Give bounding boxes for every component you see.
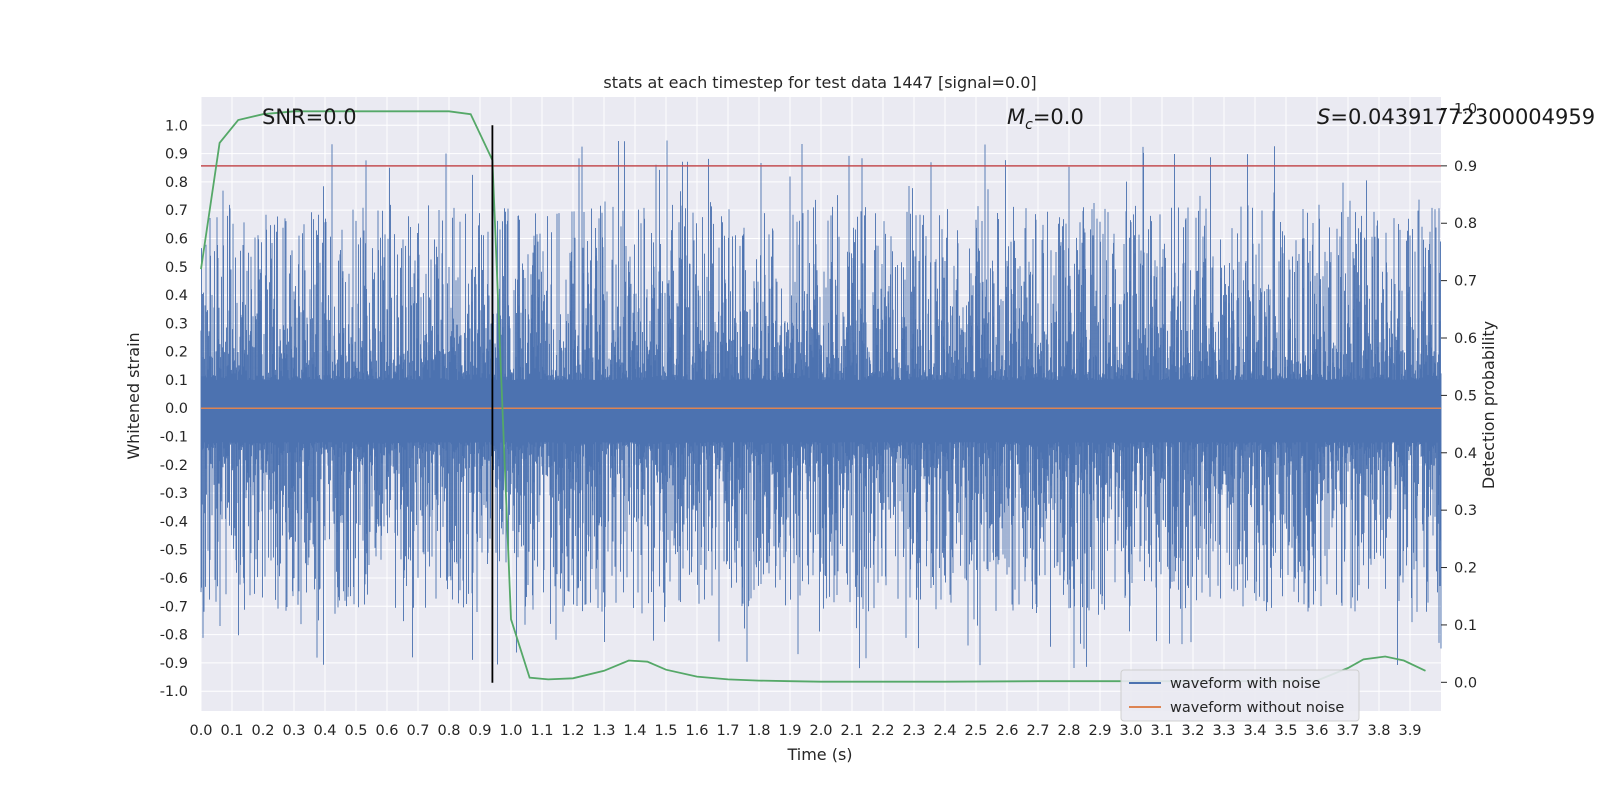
legend-label-waveform-with-noise: waveform with noise — [1170, 676, 1321, 692]
y-axis-label-right: Detection probability — [1479, 321, 1498, 489]
x-tick-label: 1.5 — [654, 723, 677, 739]
y-tick-label-right: 1.0 — [1454, 101, 1477, 117]
y-tick-label-left: 0.5 — [165, 260, 188, 276]
x-tick-label: 3.5 — [1274, 723, 1297, 739]
y-tick-label-left: 0.8 — [165, 175, 188, 191]
y-axis-label-left: Whitened strain — [124, 332, 143, 459]
score-symbol: S — [1317, 105, 1330, 129]
x-tick-label: 3.3 — [1212, 723, 1235, 739]
x-tick-label: 3.9 — [1398, 723, 1421, 739]
x-tick-label: 2.9 — [1088, 723, 1111, 739]
x-tick-label: 0.5 — [344, 723, 367, 739]
y-tick-label-right: 0.0 — [1454, 675, 1477, 691]
y-ticks-right: 1.0 0.9 0.8 0.7 0.6 0.5 0.4 0.3 0.2 0.1 0.0 — [1441, 101, 1477, 691]
score-annotation: S=0.04391772300004959 — [1317, 105, 1595, 129]
x-tick-label: 3.0 — [1119, 723, 1142, 739]
legend-label-waveform-without-noise: waveform without noise — [1170, 700, 1344, 716]
x-tick-label: 1.1 — [530, 723, 553, 739]
x-tick-label: 2.4 — [933, 723, 956, 739]
y-tick-label-left: -0.2 — [160, 458, 188, 474]
chirp-mass-annotation: Mc=0.0 — [1007, 105, 1084, 133]
x-tick-label: 3.8 — [1367, 723, 1390, 739]
x-tick-label: 2.1 — [840, 723, 863, 739]
x-tick-label: 3.4 — [1243, 723, 1266, 739]
x-tick-label: 2.5 — [964, 723, 987, 739]
score-value: =0.04391772300004959 — [1330, 105, 1595, 129]
y-tick-label-right: 0.3 — [1454, 503, 1477, 519]
waveform-noise-trace — [200, 140, 1442, 669]
x-tick-label: 0.9 — [468, 723, 491, 739]
x-tick-label: 1.2 — [561, 723, 584, 739]
y-tick-label-right: 0.4 — [1454, 446, 1477, 462]
y-tick-label-right: 0.5 — [1454, 388, 1477, 404]
y-tick-label-left: 0.3 — [165, 316, 188, 332]
series-waveform-with-noise — [200, 140, 1442, 669]
y-tick-label-left: 0.2 — [165, 345, 188, 361]
x-tick-label: 0.6 — [375, 723, 398, 739]
x-tick-label: 0.7 — [406, 723, 429, 739]
x-tick-label: 2.0 — [809, 723, 832, 739]
y-tick-label-right: 0.7 — [1454, 274, 1477, 290]
x-tick-label: 1.3 — [592, 723, 615, 739]
x-tick-label: 2.3 — [902, 723, 925, 739]
y-tick-label-left: 0.1 — [165, 373, 188, 389]
y-tick-label-left: -0.5 — [160, 543, 188, 559]
y-tick-label-left: -0.9 — [160, 656, 188, 672]
y-tick-label-left: 1.0 — [165, 118, 188, 134]
chirp-mass-value: =0.0 — [1033, 105, 1084, 129]
x-tick-label: 2.7 — [1026, 723, 1049, 739]
x-tick-label: 0.1 — [220, 723, 243, 739]
legend-box — [1120, 669, 1360, 722]
y-tick-label-right: 0.9 — [1454, 159, 1477, 175]
y-tick-label-right: 0.8 — [1454, 216, 1477, 232]
x-tick-label: 1.8 — [747, 723, 770, 739]
x-tick-label: 1.9 — [778, 723, 801, 739]
x-ticks: 0.0 0.1 0.2 0.3 0.4 0.5 0.6 0.7 0.8 0.9 1.0 1.1 1.2 1… — [189, 723, 1421, 739]
x-tick-label: 1.6 — [685, 723, 708, 739]
x-tick-label: 2.2 — [871, 723, 894, 739]
x-tick-label: 0.4 — [313, 723, 336, 739]
x-tick-label: 1.7 — [716, 723, 739, 739]
x-tick-label: 1.0 — [499, 723, 522, 739]
x-tick-label: 1.4 — [623, 723, 646, 739]
snr-annotation: SNR=0.0 — [262, 105, 357, 129]
y-tick-label-left: 0.0 — [165, 401, 188, 417]
y-tick-label-right: 0.1 — [1454, 618, 1477, 634]
y-tick-label-left: 0.9 — [165, 147, 188, 163]
legend: waveform with noise waveform without noi… — [1120, 669, 1360, 722]
y-tick-label-left: -1.0 — [160, 684, 188, 700]
x-tick-label: 3.1 — [1150, 723, 1173, 739]
x-tick-label: 2.8 — [1057, 723, 1080, 739]
x-tick-label: 0.2 — [251, 723, 274, 739]
chirp-mass-symbol: M — [1007, 105, 1025, 129]
chirp-mass-subscript: c — [1025, 117, 1033, 133]
y-tick-label-right: 0.2 — [1454, 561, 1477, 577]
x-tick-label: 3.6 — [1305, 723, 1328, 739]
y-tick-label-left: -0.4 — [160, 514, 188, 530]
y-tick-label-left: 0.7 — [165, 203, 188, 219]
y-tick-label-left: -0.8 — [160, 628, 188, 644]
y-tick-label-left: -0.7 — [160, 599, 188, 615]
y-tick-label-right: 0.6 — [1454, 331, 1477, 347]
x-axis-label: Time (s) — [786, 745, 852, 764]
y-ticks-left: 1.0 0.9 0.8 0.7 0.6 0.5 0.4 0.3 0.2 0.1 0.0 -0.1 -0.… — [160, 118, 188, 700]
x-tick-label: 3.2 — [1181, 723, 1204, 739]
y-tick-label-left: 0.4 — [165, 288, 188, 304]
x-tick-label: 0.0 — [189, 723, 212, 739]
y-tick-label-left: -0.1 — [160, 430, 188, 446]
chart-title: stats at each timestep for test data 144… — [603, 73, 1036, 92]
y-tick-label-left: 0.6 — [165, 231, 188, 247]
x-tick-label: 2.6 — [995, 723, 1018, 739]
x-tick-label: 3.7 — [1336, 723, 1359, 739]
y-tick-label-left: -0.3 — [160, 486, 188, 502]
y-tick-label-left: -0.6 — [160, 571, 188, 587]
x-tick-label: 0.3 — [282, 723, 305, 739]
x-tick-label: 0.8 — [437, 723, 460, 739]
